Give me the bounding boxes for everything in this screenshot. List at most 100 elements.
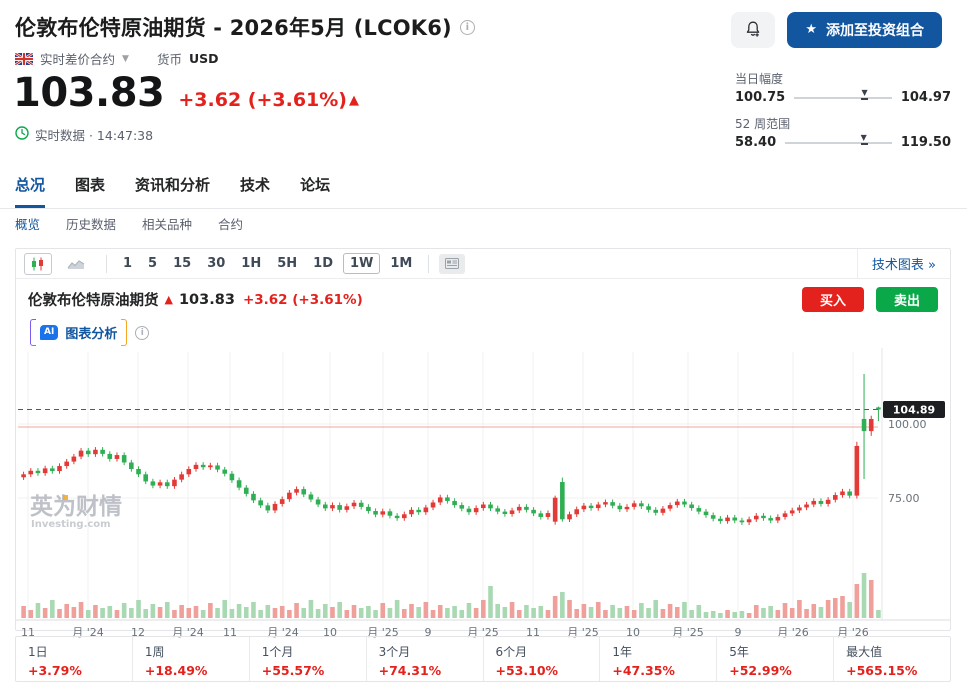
sell-button[interactable]: 卖出 — [876, 287, 938, 312]
chevron-down-icon[interactable]: ▼ — [122, 53, 129, 64]
52w-range-marker: ▼ — [861, 133, 868, 145]
news-panel-icon[interactable] — [439, 253, 466, 274]
svg-text:月 '24: 月 '24 — [72, 626, 104, 639]
daily-range-high: 104.97 — [900, 90, 951, 105]
bell-plus-icon — [744, 20, 762, 41]
uk-flag-icon — [15, 52, 33, 65]
ai-chart-analysis-badge[interactable]: AI 图表分析 — [30, 319, 128, 346]
timeframe-5h[interactable]: 5H — [271, 254, 303, 273]
perf-change-value: +47.35% — [612, 663, 675, 678]
svg-text:月 '24: 月 '24 — [267, 626, 299, 639]
watermark-logo: 英为财情 — [30, 493, 122, 520]
subtab-3[interactable]: 相关品种 — [142, 217, 193, 232]
area-chart-icon[interactable] — [62, 253, 90, 275]
perf-period-label: 1年 — [612, 645, 633, 659]
52w-range-slider: ▼ — [785, 133, 892, 144]
perf-cell-1个月[interactable]: 1个月 +55.57% — [250, 637, 367, 681]
svg-text:11: 11 — [21, 626, 35, 639]
52w-range-label: 52 周范围 — [735, 117, 791, 131]
timeframe-30[interactable]: 30 — [201, 254, 231, 273]
performance-strip: 1日 +3.79% 1周 +18.49% 1个月 +55.57% 3个月 +74.31% 6个月… — [15, 636, 951, 682]
svg-text:10: 10 — [323, 626, 337, 639]
timeframe-1h[interactable]: 1H — [235, 254, 267, 273]
realtime-status: 实时数据 · 14:47:38 — [35, 128, 154, 143]
perf-cell-最大值[interactable]: 最大值 +565.15% — [834, 637, 950, 681]
create-alert-button[interactable] — [731, 12, 776, 48]
tab-2[interactable]: 图表 — [75, 176, 106, 194]
currency-value: USD — [188, 51, 219, 66]
perf-change-value: +74.31% — [378, 663, 442, 678]
sub-tabs: 概览 历史数据 相关品种 合约 — [15, 214, 243, 233]
add-to-portfolio-button[interactable]: ★ 添加至投资组合 — [787, 12, 942, 48]
last-price-tag: 104.89 — [893, 404, 935, 417]
candlestick-chart-icon[interactable] — [24, 252, 52, 275]
timeframe-15[interactable]: 15 — [167, 254, 197, 273]
52w-range-low: 58.40 — [735, 135, 777, 150]
chart-card: 1 5 15 30 1H 5H 1D 1W 1M 技术图表 » 伦敦布伦特原油期货 ▲ 103.… — [15, 248, 951, 639]
svg-text:10: 10 — [626, 626, 640, 639]
perf-cell-3个月[interactable]: 3个月 +74.31% — [367, 637, 484, 681]
tab-5[interactable]: 论坛 — [300, 176, 331, 194]
timeframe-5[interactable]: 5 — [142, 254, 163, 273]
svg-text:月 '26: 月 '26 — [837, 626, 869, 639]
ai-icon: AI — [40, 325, 59, 340]
perf-period-label: 3个月 — [378, 645, 411, 659]
svg-text:75.00: 75.00 — [888, 492, 920, 505]
perf-period-label: 1日 — [28, 645, 48, 659]
timeframe-1m[interactable]: 1M — [384, 254, 418, 273]
instrument-type-label[interactable]: 实时差价合约 — [40, 52, 116, 67]
ai-info-icon[interactable]: i — [135, 325, 150, 340]
perf-cell-6个月[interactable]: 6个月 +53.10% — [484, 637, 601, 681]
daily-range-label: 当日幅度 — [735, 72, 784, 86]
perf-period-label: 最大值 — [846, 645, 883, 659]
tab-3[interactable]: 资讯和分析 — [135, 176, 211, 194]
svg-text:100.00: 100.00 — [888, 418, 927, 431]
perf-cell-5年[interactable]: 5年 +52.99% — [717, 637, 835, 681]
subtab-1[interactable]: 概览 — [15, 217, 41, 232]
svg-text:月 '25: 月 '25 — [467, 626, 499, 639]
svg-text:12: 12 — [131, 626, 145, 639]
tab-4[interactable]: 技术 — [240, 176, 271, 194]
buy-button[interactable]: 买入 — [802, 287, 864, 312]
currency-label: 货币 — [156, 52, 182, 67]
chart-toolbar: 1 5 15 30 1H 5H 1D 1W 1M 技术图表 » — [16, 248, 950, 279]
subtab-2[interactable]: 历史数据 — [66, 217, 117, 232]
timeframe-1[interactable]: 1 — [117, 254, 138, 273]
price-chart[interactable]: 100.00 75.00 104.89 11 月 '24 12 月 '24 11 月 '24 10… — [16, 348, 950, 644]
svg-text:Investing.com: Investing.com — [31, 519, 111, 530]
title-info-icon[interactable]: i — [459, 19, 475, 35]
timeframe-1d[interactable]: 1D — [307, 254, 339, 273]
technical-chart-link[interactable]: 技术图表 » — [871, 258, 936, 273]
subtab-4[interactable]: 合约 — [218, 217, 244, 232]
timeframe-group: 1 5 15 30 1H 5H 1D 1W 1M — [117, 253, 418, 274]
svg-text:月 '25: 月 '25 — [567, 626, 599, 639]
svg-text:月 '25: 月 '25 — [672, 626, 704, 639]
page-title: 伦敦布伦特原油期货 - 2026年5月 (LCOK6) — [15, 16, 452, 40]
up-triangle-icon: ▲ — [348, 93, 359, 108]
perf-cell-1周[interactable]: 1周 +18.49% — [133, 637, 250, 681]
last-price: 103.83 — [13, 70, 165, 116]
daily-range-marker: ▼ — [861, 88, 868, 100]
perf-period-label: 1个月 — [261, 645, 294, 659]
perf-change-value: +55.57% — [261, 663, 325, 678]
perf-period-label: 1周 — [144, 645, 165, 659]
clock-icon — [15, 126, 29, 143]
perf-cell-1日[interactable]: 1日 +3.79% — [16, 637, 133, 681]
daily-range-low: 100.75 — [735, 90, 786, 105]
svg-text:月 '24: 月 '24 — [172, 626, 204, 639]
perf-change-value: +565.15% — [846, 663, 918, 678]
svg-text:11: 11 — [526, 626, 540, 639]
perf-change-value: +52.99% — [729, 663, 792, 678]
chart-instrument-name: 伦敦布伦特原油期货 — [28, 293, 159, 309]
up-triangle-icon: ▲ — [164, 293, 173, 306]
svg-text:9: 9 — [735, 626, 742, 639]
tab-1[interactable]: 总况 — [15, 174, 46, 208]
perf-change-value: +53.10% — [495, 663, 559, 678]
perf-cell-1年[interactable]: 1年 +47.35% — [600, 637, 718, 681]
main-tabs: 总况 图表 资讯和分析 技术 论坛 — [0, 174, 967, 209]
perf-period-label: 6个月 — [495, 645, 528, 659]
perf-change-value: +3.79% — [28, 663, 82, 678]
chart-change: +3.62 (+3.61%) — [242, 291, 363, 308]
svg-text:月 '25: 月 '25 — [367, 626, 399, 639]
timeframe-1w[interactable]: 1W — [343, 253, 381, 274]
